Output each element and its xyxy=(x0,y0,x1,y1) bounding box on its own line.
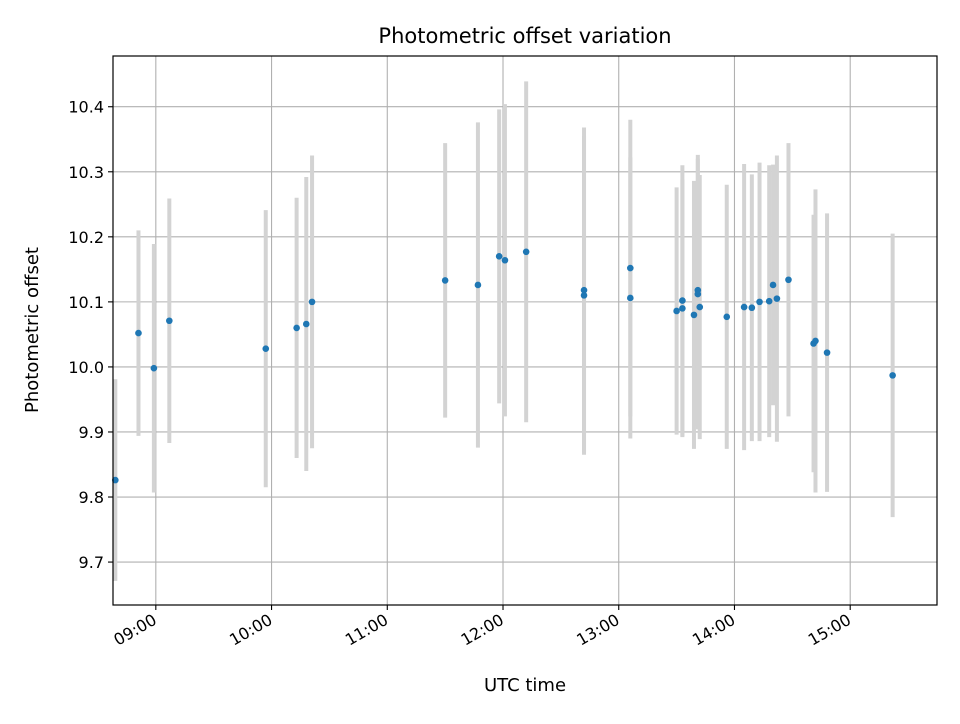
y-tick-label: 9.8 xyxy=(79,488,104,507)
x-axis-label: UTC time xyxy=(484,675,566,696)
data-point xyxy=(696,303,704,311)
y-axis-ticks: 9.7 9.8 9.9 10.0 10.1 10.2 10.3 10.4 xyxy=(68,98,113,572)
y-tick-label: 10.3 xyxy=(68,163,104,182)
y-tick-label: 10.4 xyxy=(68,98,104,117)
data-point xyxy=(262,345,270,353)
data-point xyxy=(302,320,310,328)
data-point xyxy=(166,317,173,325)
data-point xyxy=(293,324,300,332)
y-tick-label: 10.2 xyxy=(68,228,104,247)
chart-title: Photometric offset variation xyxy=(378,24,671,48)
data-point xyxy=(501,256,509,264)
data-point xyxy=(308,298,316,306)
data-point xyxy=(785,276,792,284)
data-point xyxy=(580,286,588,294)
data-point xyxy=(889,372,896,379)
data-point xyxy=(812,337,819,345)
data-point xyxy=(823,349,831,356)
data-point xyxy=(673,307,680,315)
data-point xyxy=(112,476,119,484)
data-point xyxy=(679,305,686,312)
y-axis-label: Photometric offset xyxy=(22,247,43,413)
data-points xyxy=(112,248,896,484)
data-point xyxy=(135,329,142,337)
data-point xyxy=(627,294,634,302)
data-point xyxy=(723,313,731,321)
data-point xyxy=(773,295,781,302)
data-point xyxy=(627,264,634,272)
data-point xyxy=(150,364,158,372)
y-tick-label: 10.0 xyxy=(68,358,104,377)
data-point xyxy=(522,248,530,256)
data-point xyxy=(756,298,763,306)
y-tick-label: 9.7 xyxy=(79,553,104,572)
y-tick-label: 10.1 xyxy=(68,293,104,312)
y-tick-label: 9.9 xyxy=(79,423,104,442)
data-point xyxy=(769,281,777,289)
data-point xyxy=(748,304,756,312)
data-point xyxy=(740,303,748,311)
data-point xyxy=(694,290,702,298)
data-point xyxy=(580,292,588,299)
data-point xyxy=(495,253,503,260)
axes-frame xyxy=(112,55,938,606)
data-point xyxy=(474,281,482,289)
data-point xyxy=(679,297,686,304)
data-point xyxy=(690,311,698,319)
data-point xyxy=(765,297,773,305)
data-point xyxy=(441,277,449,284)
